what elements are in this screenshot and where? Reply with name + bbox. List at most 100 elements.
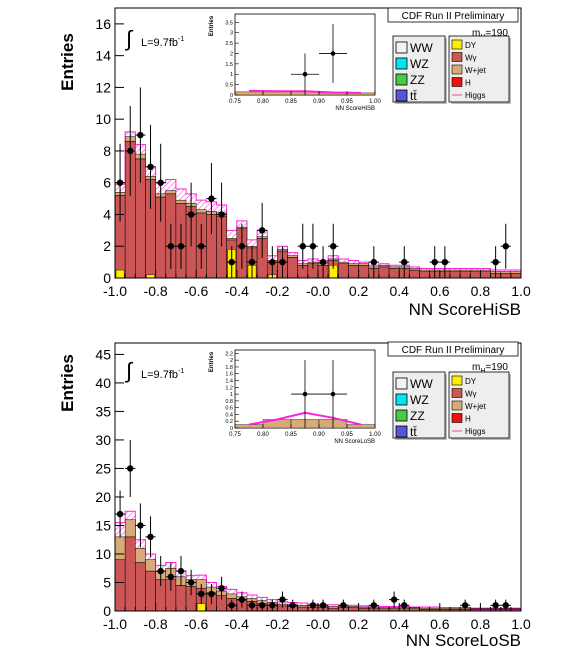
- x-tick-label: -0.6: [184, 616, 208, 632]
- y-axis-label: Entries: [58, 33, 77, 91]
- inset-y-tick-label: 2.5: [225, 41, 233, 47]
- mass-symbol: m: [472, 362, 480, 373]
- data-point: [218, 211, 225, 218]
- higgs-hatch-bar: [175, 189, 187, 201]
- dy-bar: [197, 603, 206, 612]
- higgs-hatch-bar: [246, 595, 258, 599]
- y-tick-label: 5: [103, 574, 111, 590]
- inset-x-tick-label: 0.75: [229, 432, 241, 438]
- wjet-bar: [338, 261, 349, 264]
- wjet-bar: [135, 548, 146, 563]
- y-tick-label: 45: [95, 346, 111, 362]
- data-point: [502, 243, 509, 250]
- x-tick-label: -0.2: [265, 283, 289, 299]
- wgamma-bar: [378, 266, 390, 279]
- legend-label: Higgs: [465, 427, 485, 436]
- data-point: [208, 590, 215, 598]
- y-tick-label: 20: [95, 489, 111, 505]
- higgs-hatch-bar: [378, 606, 390, 608]
- inset-y-tick-label: 1.4: [225, 379, 233, 385]
- wgamma-bar: [449, 271, 461, 279]
- inset-x-tick-label: 0.80: [257, 432, 269, 438]
- y-tick-label: 14: [95, 48, 111, 64]
- title-box: [387, 7, 519, 23]
- wjet-bar: [226, 593, 238, 599]
- wjet-bar: [378, 607, 390, 609]
- data-point: [127, 465, 134, 472]
- lumi-text: L=9.7fb: [141, 37, 178, 49]
- higgs-hatch-bar: [348, 260, 359, 264]
- x-tick-label: 0.2: [349, 616, 369, 632]
- wjet-bar: [195, 209, 207, 214]
- wjet-bar: [409, 268, 420, 271]
- higgs-hatch-bar: [165, 179, 176, 191]
- higgs-hatch-bar: [500, 270, 511, 272]
- y-tick-label: 10: [95, 111, 111, 127]
- data-point: [228, 258, 235, 266]
- y-tick-label: 10: [95, 546, 111, 562]
- inset-y-tick-label: 1: [230, 392, 233, 398]
- inset-x-tick-label: 0.90: [313, 432, 325, 438]
- wgamma-bar: [124, 536, 136, 612]
- legend-label: WW: [410, 377, 433, 391]
- y-tick-label: 15: [95, 517, 111, 533]
- data-point: [340, 602, 347, 609]
- data-point: [157, 179, 164, 186]
- legend-swatch: [451, 400, 463, 411]
- legend-label: Higgs: [465, 91, 485, 100]
- mass-subscript: H: [480, 368, 485, 375]
- x-tick-label: 0.6: [430, 283, 450, 299]
- dy-bar: [115, 269, 125, 279]
- legend-label: WZ: [410, 57, 429, 71]
- data-point: [228, 602, 235, 609]
- y-tick-label: 0: [103, 603, 111, 619]
- wgamma-bar: [480, 271, 491, 279]
- wgamma-bar: [500, 272, 512, 279]
- inset-x-tick-label: 0.90: [313, 99, 325, 105]
- x-tick-label: 1.0: [511, 283, 531, 299]
- legend-label: H: [465, 415, 471, 424]
- data-point: [248, 258, 256, 266]
- inset-x-tick-label: 0.75: [229, 99, 241, 105]
- data-point: [248, 602, 256, 609]
- inset-bar: [262, 91, 292, 96]
- data-point: [177, 567, 185, 575]
- wgamma-bar: [388, 268, 400, 279]
- inset-y-tick-label: 0: [230, 93, 233, 99]
- wgamma-bar: [510, 272, 522, 279]
- legend-label: ZZ: [410, 73, 425, 87]
- legend-label: tt̄: [410, 425, 417, 439]
- data-point: [441, 258, 449, 266]
- lumi-exponent: -1: [178, 368, 184, 375]
- higgs-hatch-bar: [358, 605, 369, 608]
- data-point: [167, 573, 175, 580]
- legend-label: DY: [465, 41, 477, 50]
- inset-x-tick-label: 0.95: [341, 432, 353, 438]
- wjet-bar: [429, 607, 441, 610]
- legend-swatch: [395, 57, 408, 70]
- wjet-bar: [439, 607, 451, 610]
- wjet-bar: [348, 606, 359, 608]
- inset-y-axis-label: Entries: [209, 15, 215, 36]
- data-point: [137, 522, 144, 529]
- data-point: [401, 258, 408, 266]
- integral-symbol: ∫: [124, 26, 134, 51]
- data-point: [502, 602, 509, 609]
- inset-y-axis-label: Entries: [209, 351, 215, 372]
- data-point: [269, 258, 276, 266]
- wjet-bar: [480, 269, 491, 272]
- data-point: [208, 195, 215, 202]
- data-point: [461, 602, 469, 609]
- higgs-hatch-bar: [358, 262, 369, 264]
- stack-bars: [114, 136, 522, 279]
- x-tick-label: 0.8: [471, 283, 491, 299]
- higgs-hatch-bar: [348, 605, 359, 607]
- inset-y-tick-label: 1.8: [225, 365, 233, 371]
- wjet-bar: [165, 190, 177, 195]
- data-point: [289, 602, 296, 609]
- higgs-hatch-bar: [246, 239, 258, 247]
- x-tick-label: 0.8: [471, 616, 491, 632]
- inset-y-tick-label: 1: [230, 72, 233, 78]
- legend-swatch: [451, 413, 463, 423]
